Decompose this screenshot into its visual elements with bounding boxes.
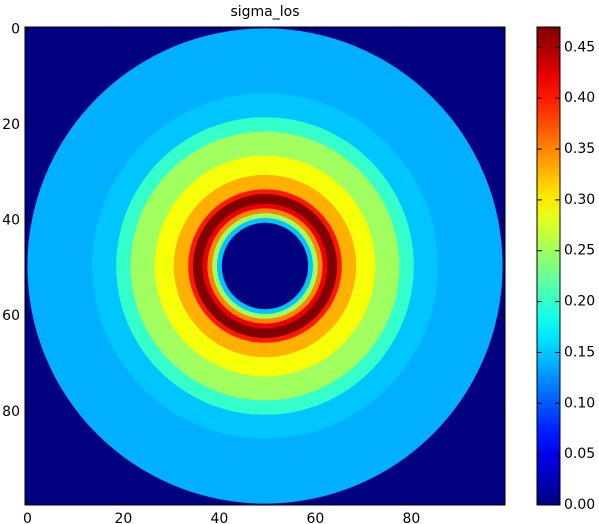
colorbar-tick-label: 0.40 — [564, 90, 595, 106]
x-tick-label: 0 — [23, 511, 32, 524]
colorbar-tick-label: 0.05 — [564, 446, 595, 462]
y-tick-label: 60 — [2, 308, 20, 324]
x-tick-label: 60 — [306, 511, 324, 524]
y-tick-label: 40 — [2, 213, 20, 229]
x-tick-label: 80 — [402, 511, 420, 524]
axes-frame — [24, 26, 506, 506]
colorbar-tick-label: 0.10 — [564, 395, 595, 411]
colorbar-tick-label: 0.25 — [564, 243, 595, 259]
x-tick-label: 40 — [210, 511, 228, 524]
colorbar-tick-label: 0.45 — [564, 39, 595, 55]
heatmap-ring — [221, 222, 309, 310]
colorbar-tick-label: 0.20 — [564, 294, 595, 310]
heatmap — [27, 28, 503, 504]
y-tick-label: 20 — [2, 117, 20, 133]
chart-title: sigma_los — [230, 4, 299, 20]
colorbar-tick-label: 0.15 — [564, 344, 595, 360]
y-tick-label: 80 — [2, 404, 20, 420]
colorbar — [536, 26, 561, 506]
colorbar-tick-label: 0.00 — [564, 497, 595, 513]
x-tick-label: 20 — [114, 511, 132, 524]
colorbar-tick-label: 0.35 — [564, 141, 595, 157]
colorbar-tick-label: 0.30 — [564, 192, 595, 208]
y-tick-label: 0 — [11, 21, 20, 37]
